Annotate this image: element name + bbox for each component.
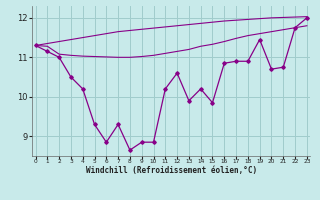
- X-axis label: Windchill (Refroidissement éolien,°C): Windchill (Refroidissement éolien,°C): [86, 166, 257, 175]
